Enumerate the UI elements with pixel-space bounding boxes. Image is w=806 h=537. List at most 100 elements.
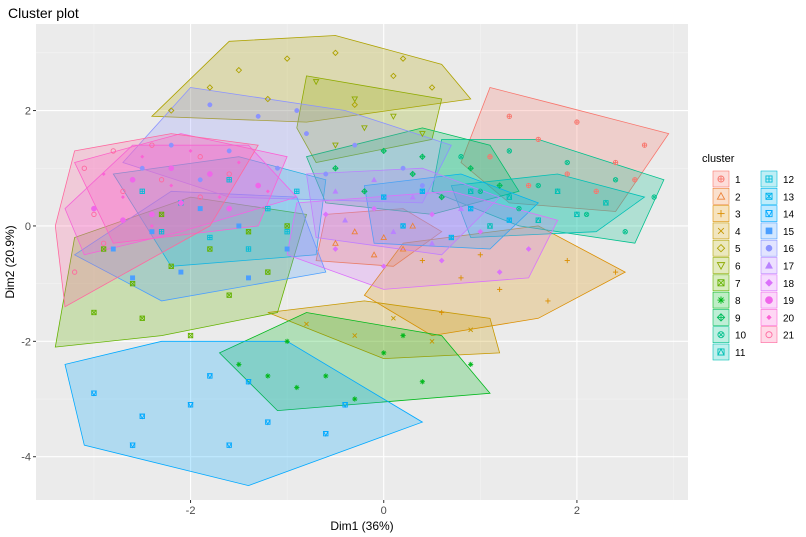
legend-label: 12 xyxy=(783,175,795,186)
cluster-21-point xyxy=(226,171,232,177)
cluster-3-point xyxy=(564,257,570,264)
legend-item-13: 13 xyxy=(760,188,795,205)
cluster-8-point xyxy=(352,396,358,402)
legend-key-symbol xyxy=(716,262,726,271)
grid-lines xyxy=(36,24,688,500)
cluster-19-point xyxy=(255,182,262,189)
cluster-20-point xyxy=(265,189,270,194)
cluster-17-point xyxy=(457,205,465,211)
cluster-5-point xyxy=(235,66,243,74)
cluster-11-point xyxy=(506,193,513,200)
cluster-21-point xyxy=(158,177,165,183)
cluster-16-point xyxy=(207,102,213,108)
cluster-20-point xyxy=(101,171,106,177)
cluster-10-point xyxy=(535,182,541,189)
cluster-9-point xyxy=(380,147,387,155)
cluster-10-point xyxy=(651,194,657,200)
cluster-3-point xyxy=(497,286,503,293)
cluster-hull-14 xyxy=(64,340,424,487)
legend-key-symbol xyxy=(717,296,725,304)
cluster-5-point xyxy=(264,95,272,103)
legend-item-6: 6 xyxy=(712,257,741,274)
legend-label: 5 xyxy=(735,244,741,255)
cluster-17-point xyxy=(342,217,349,223)
legend-key xyxy=(760,205,778,222)
cluster-10-point xyxy=(564,159,570,166)
cluster-13-point xyxy=(506,217,512,223)
cluster-13-point xyxy=(381,194,387,200)
legend-item-15: 15 xyxy=(760,222,795,240)
cluster-5-point xyxy=(206,84,214,91)
cluster-11-point xyxy=(602,199,609,206)
legend-key-symbol xyxy=(765,278,773,287)
cluster-5-point xyxy=(332,49,339,57)
legend-key-symbol xyxy=(765,210,773,218)
legend-item-3: 3 xyxy=(712,205,741,222)
cluster-7-point xyxy=(245,229,252,235)
cluster-3-point xyxy=(419,257,425,264)
cluster-15-point xyxy=(284,246,290,252)
legend-item-10: 10 xyxy=(712,326,747,344)
cluster-4-point xyxy=(352,333,358,338)
legend-key-symbol xyxy=(765,331,773,339)
legend-item-2: 2 xyxy=(712,188,741,205)
cluster-12-point xyxy=(139,188,145,194)
cluster-5-point xyxy=(283,55,291,62)
legend-key-symbol xyxy=(717,175,725,183)
legend-item-5: 5 xyxy=(712,239,741,257)
cluster-10-point xyxy=(477,188,483,194)
cluster-6-point xyxy=(419,131,426,138)
legend-label: 2 xyxy=(735,192,741,203)
legend-key xyxy=(712,188,730,205)
legend-key-symbol xyxy=(717,347,725,356)
cluster-12-point xyxy=(207,234,213,241)
legend-key-symbol xyxy=(717,331,725,339)
legend: cluster 12345678910111213141516171819202… xyxy=(702,153,795,361)
cluster-15-point xyxy=(110,246,116,252)
cluster-hull-19 xyxy=(64,144,298,256)
cluster-5-point xyxy=(390,72,397,80)
cluster-7-point xyxy=(226,292,232,298)
cluster-7-point xyxy=(129,280,136,287)
cluster-9-point xyxy=(361,188,368,195)
legend-key-symbol xyxy=(765,192,773,200)
legend-item-11: 11 xyxy=(712,343,746,361)
x-tick-label: 0 xyxy=(381,505,387,517)
legend-key-symbol xyxy=(716,313,726,322)
legend-label: 15 xyxy=(783,227,795,238)
cluster-2-point xyxy=(351,228,359,235)
cluster-9-point xyxy=(332,165,339,172)
legend-item-16: 16 xyxy=(760,239,795,257)
cluster-5-point xyxy=(351,101,358,109)
cluster-9-point xyxy=(438,193,445,201)
legend-label: 10 xyxy=(735,331,747,342)
cluster-3-point xyxy=(612,269,619,275)
cluster-20-point xyxy=(217,195,222,200)
legend-label: 20 xyxy=(783,313,795,324)
legend-label: 9 xyxy=(735,313,741,324)
cluster-16-point xyxy=(400,165,406,171)
cluster-5-point xyxy=(428,84,436,91)
legend-item-20: 20 xyxy=(760,309,795,326)
cluster-19-point xyxy=(91,205,97,212)
cluster-13-point xyxy=(419,188,426,194)
cluster-hull-16 xyxy=(122,87,452,204)
cluster-8-point xyxy=(323,373,329,379)
cluster-10-point xyxy=(516,205,522,212)
legend-item-1: 1 xyxy=(712,170,741,188)
cluster-16-point xyxy=(197,177,203,183)
cluster-8-point xyxy=(381,350,387,356)
cluster-1-point xyxy=(632,177,638,183)
legend-label: 1 xyxy=(735,175,741,186)
cluster-7-point xyxy=(139,315,145,321)
cluster-3-point xyxy=(545,298,551,304)
cluster-10-point xyxy=(583,211,590,218)
cluster-8-point xyxy=(236,361,242,368)
cluster-19-point xyxy=(129,176,136,183)
y-axis-title: Dim2 (20.9%) xyxy=(3,225,17,298)
cluster-2-point xyxy=(409,222,417,229)
cluster-4-point xyxy=(390,315,396,321)
cluster-hull-12 xyxy=(112,156,327,267)
